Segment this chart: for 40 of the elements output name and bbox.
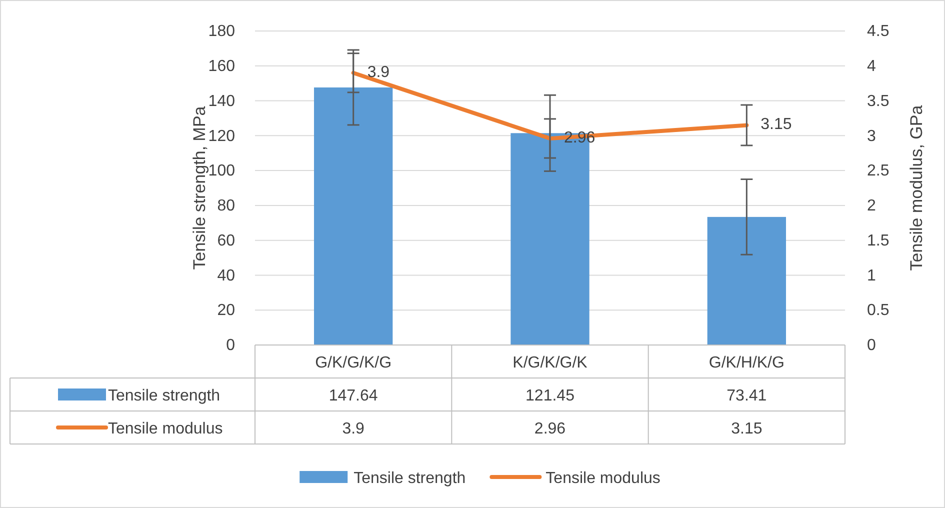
annotation: 2.96	[564, 129, 596, 146]
y2-tick-label: 4	[867, 58, 876, 76]
data-label: 147.64	[328, 388, 378, 404]
y2-tick-label: 2.5	[867, 162, 890, 180]
y2-tick-label: 1	[867, 267, 876, 284]
y2-axis-title: Tensile modulus, GPa	[907, 104, 926, 271]
x-tick-label: G/K/G/K/G	[315, 354, 392, 372]
y-axis-title: Tensile strength, MPa	[190, 106, 209, 270]
y2-tick-label: 3.5	[867, 92, 890, 110]
bar	[314, 87, 393, 345]
text: Tensile strength	[354, 470, 466, 487]
x-tick-label: G/K/H/K/G	[708, 354, 784, 372]
annotation: 3.9	[367, 64, 390, 81]
legend-label: Tensile modulus	[108, 420, 223, 438]
y-tick-label: 120	[208, 128, 236, 145]
data-label: 2.96	[534, 420, 566, 438]
data-label: 121.45	[526, 388, 575, 404]
data-label: 73.41	[726, 388, 767, 404]
x-tick-label: K/G/K/G/K	[512, 354, 588, 372]
data-label: 3.9	[342, 420, 365, 438]
y-tick-label: 100	[208, 162, 236, 180]
annotation: 3.15	[760, 116, 792, 134]
y2-tick-label: 4.5	[867, 23, 890, 40]
y2-tick-label: 3	[867, 128, 876, 145]
y-tick-label: 80	[217, 198, 236, 215]
data-label: 3.15	[731, 420, 762, 438]
bar	[707, 216, 786, 345]
y2-tick-label: 1.5	[867, 232, 890, 250]
y-tick-label: 180	[208, 23, 236, 40]
y-tick-label: 0	[226, 337, 236, 354]
y-tick-label: 140	[208, 92, 236, 110]
y-tick-label: 60	[217, 232, 236, 250]
text: Tensile modulus	[546, 470, 660, 487]
y2-tick-label: 2	[867, 198, 876, 215]
legend-label: Tensile strength	[108, 388, 220, 404]
y-tick-label: 40	[217, 267, 236, 284]
y-tick-label: 20	[217, 302, 236, 320]
y-tick-label: 160	[208, 58, 236, 76]
y2-tick-label: 0	[867, 337, 876, 354]
y2-tick-label: 0.5	[867, 302, 890, 320]
